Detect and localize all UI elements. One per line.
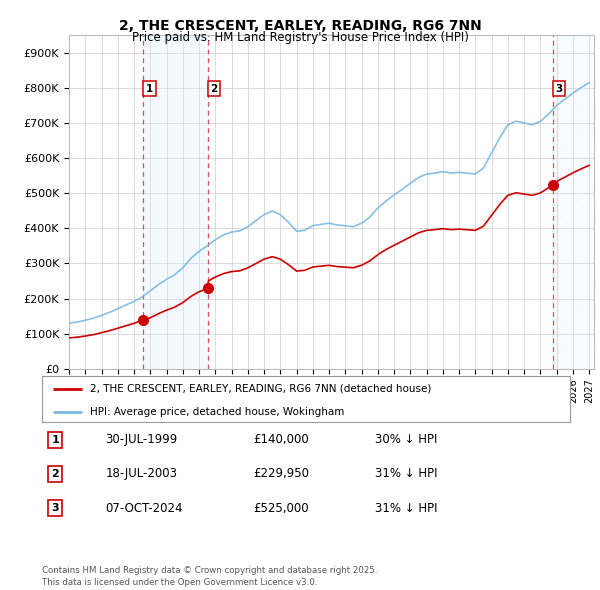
Text: £525,000: £525,000 — [253, 502, 309, 514]
Bar — [143, 35, 208, 369]
Text: 3: 3 — [556, 84, 563, 94]
Text: £140,000: £140,000 — [253, 433, 309, 446]
Text: 30-JUL-1999: 30-JUL-1999 — [106, 433, 178, 446]
Text: 2: 2 — [210, 84, 217, 94]
Text: 2: 2 — [52, 469, 59, 479]
Text: HPI: Average price, detached house, Wokingham: HPI: Average price, detached house, Woki… — [89, 407, 344, 417]
Text: 30% ↓ HPI: 30% ↓ HPI — [374, 433, 437, 446]
Text: 31% ↓ HPI: 31% ↓ HPI — [374, 502, 437, 514]
Text: 1: 1 — [52, 435, 59, 445]
Text: 31% ↓ HPI: 31% ↓ HPI — [374, 467, 437, 480]
Text: 07-OCT-2024: 07-OCT-2024 — [106, 502, 183, 514]
Text: 2, THE CRESCENT, EARLEY, READING, RG6 7NN: 2, THE CRESCENT, EARLEY, READING, RG6 7N… — [119, 19, 481, 34]
Text: 18-JUL-2003: 18-JUL-2003 — [106, 467, 178, 480]
Text: 2, THE CRESCENT, EARLEY, READING, RG6 7NN (detached house): 2, THE CRESCENT, EARLEY, READING, RG6 7N… — [89, 384, 431, 394]
Text: 3: 3 — [52, 503, 59, 513]
Text: 1: 1 — [146, 84, 153, 94]
Text: Price paid vs. HM Land Registry's House Price Index (HPI): Price paid vs. HM Land Registry's House … — [131, 31, 469, 44]
Bar — [553, 35, 594, 369]
Text: £229,950: £229,950 — [253, 467, 309, 480]
Text: Contains HM Land Registry data © Crown copyright and database right 2025.
This d: Contains HM Land Registry data © Crown c… — [42, 566, 377, 587]
